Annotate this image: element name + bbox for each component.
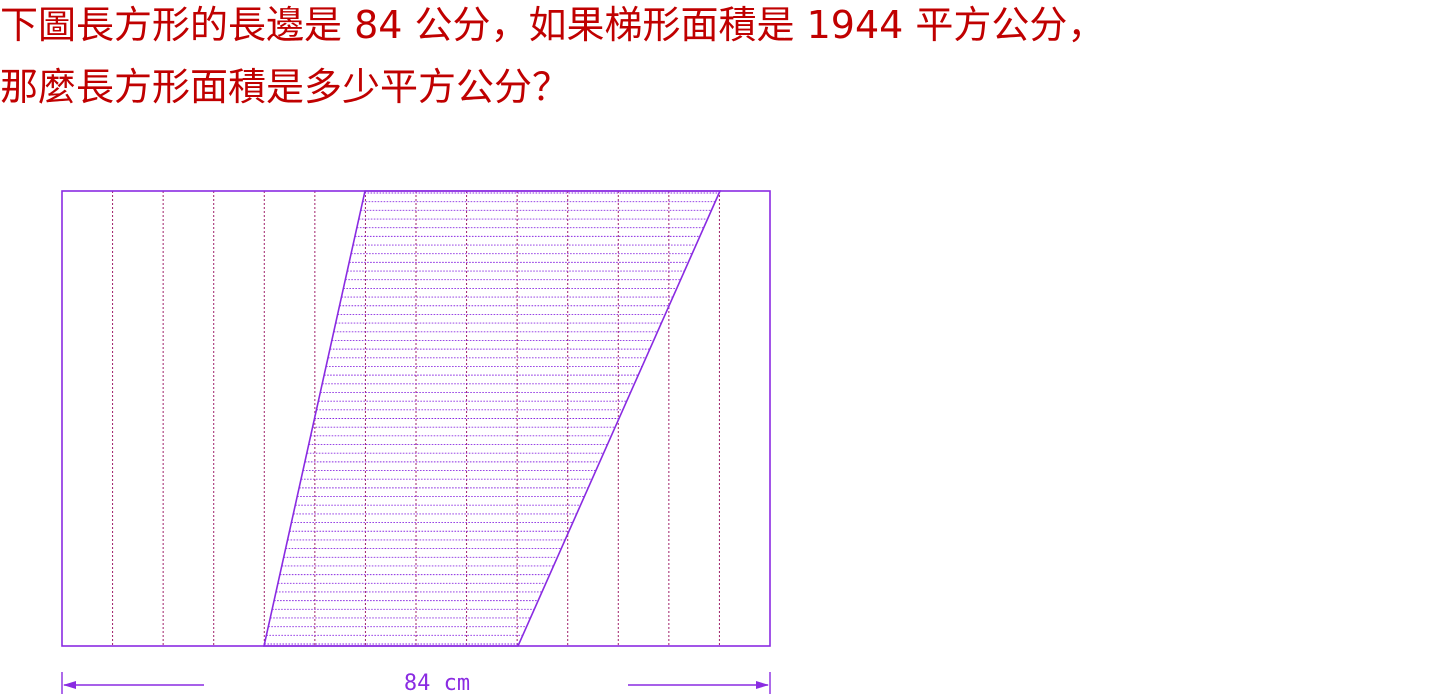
dimension-arrow-right-head <box>756 681 769 689</box>
rectangle-outline <box>61 190 771 647</box>
dimension-arrow-left-head <box>63 681 76 689</box>
vertical-grid-lines <box>112 191 720 646</box>
dimension-line: 84 cm <box>61 671 771 696</box>
dimension-label: 84 cm <box>404 671 470 696</box>
trapezoid-hatching <box>264 192 720 645</box>
question-text: 下圖長方形的長邊是 84 公分，如果梯形面積是 1944 平方公分， 那麼長方形… <box>0 0 1433 118</box>
question-line-1: 下圖長方形的長邊是 84 公分，如果梯形面積是 1944 平方公分， <box>0 3 1106 47</box>
question-line-2: 那麼長方形面積是多少平方公分？ <box>0 65 571 109</box>
